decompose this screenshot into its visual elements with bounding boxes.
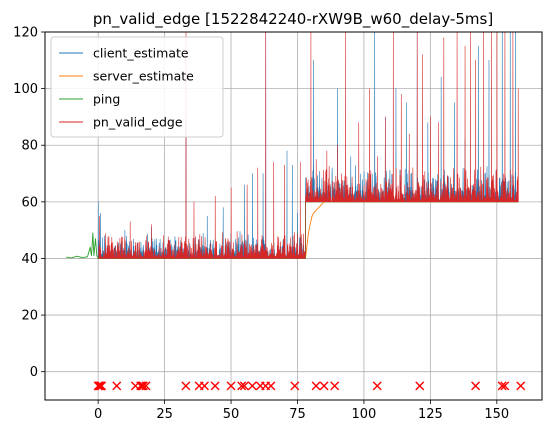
- event-marker: [199, 381, 209, 391]
- legend-label: client_estimate: [93, 46, 189, 61]
- x-tick-label: 125: [418, 407, 443, 422]
- legend-label: pn_valid_edge: [93, 115, 183, 130]
- event-marker: [500, 381, 510, 391]
- event-marker: [471, 381, 481, 391]
- x-tick-label: 75: [289, 407, 306, 422]
- event-marker: [237, 381, 247, 391]
- series-line: [305, 201, 519, 259]
- event-marker: [95, 381, 105, 391]
- legend-item: server_estimate: [59, 69, 194, 84]
- x-tick-label: 50: [223, 407, 240, 422]
- event-marker: [290, 381, 300, 391]
- y-tick-label: 0: [30, 365, 38, 380]
- event-marker: [319, 381, 329, 391]
- legend-box: [50, 36, 224, 138]
- event-marker: [97, 381, 107, 391]
- x-tick-label: 25: [156, 407, 173, 422]
- event-marker: [415, 381, 425, 391]
- y-tick-label: 40: [21, 252, 38, 267]
- event-markers: [93, 381, 526, 391]
- legend-item: ping: [59, 92, 120, 107]
- event-marker: [266, 381, 276, 391]
- legend-label: server_estimate: [93, 69, 194, 84]
- y-tick-label: 100: [13, 82, 38, 97]
- series-line: [97, 32, 519, 259]
- x-tick-label: 100: [352, 407, 377, 422]
- y-tick-label: 20: [21, 309, 38, 324]
- event-marker: [181, 381, 191, 391]
- legend-label: ping: [93, 92, 120, 107]
- event-marker: [141, 381, 151, 391]
- event-marker: [516, 381, 526, 391]
- event-marker: [210, 381, 220, 391]
- event-marker: [497, 381, 507, 391]
- y-tick-label: 120: [13, 26, 38, 41]
- event-marker: [226, 381, 236, 391]
- y-tick-label: 60: [21, 195, 38, 210]
- event-marker: [311, 381, 321, 391]
- plot-frame: [44, 31, 543, 401]
- chart-title: pn_valid_edge [1522842240-rXW9B_w60_dela…: [93, 10, 493, 29]
- series-server-estimate: [305, 201, 519, 259]
- event-marker: [112, 381, 122, 391]
- event-marker: [137, 381, 147, 391]
- x-tick-label: 150: [484, 407, 509, 422]
- event-marker: [239, 381, 249, 391]
- series-pn-valid-edge: [97, 32, 519, 259]
- series-layer: [66, 32, 519, 259]
- event-marker: [330, 381, 340, 391]
- event-marker: [372, 381, 382, 391]
- x-tick-label: 0: [94, 407, 102, 422]
- legend-item: pn_valid_edge: [59, 115, 183, 130]
- axis-ticks: 0 25 50 75 100 125 150 0 20 40 60 80 100 120: [13, 26, 509, 423]
- legend-item: client_estimate: [59, 46, 189, 61]
- y-tick-label: 80: [21, 139, 38, 154]
- event-marker: [247, 381, 257, 391]
- event-marker: [138, 381, 148, 391]
